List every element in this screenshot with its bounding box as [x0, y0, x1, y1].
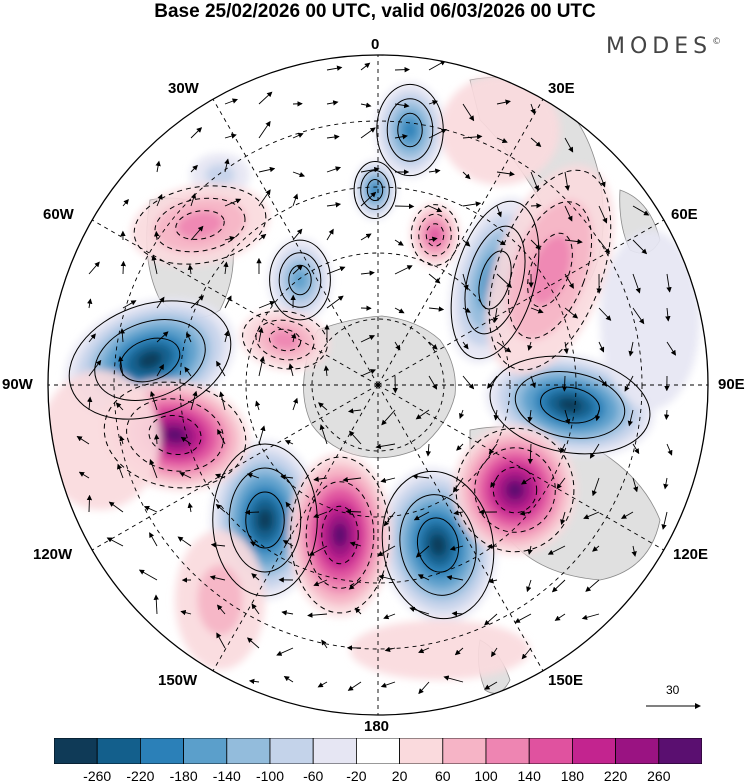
colorbar-tick-label: 20	[392, 768, 408, 784]
colorbar	[54, 738, 702, 764]
wind-arrow	[246, 512, 259, 513]
anomaly-cell	[410, 203, 460, 267]
colorbar-swatch	[54, 738, 97, 764]
colorbar-swatch	[227, 738, 270, 764]
colorbar-tick-label: 220	[604, 768, 627, 784]
colorbar-swatch	[572, 738, 615, 764]
colorbar-swatch	[313, 738, 356, 764]
colorbar-tick-label: 60	[435, 768, 451, 784]
lon-label-90e: 90E	[718, 376, 745, 393]
anomaly-cell	[353, 160, 397, 220]
anomaly-cell	[375, 82, 445, 178]
anomaly-cell	[600, 230, 700, 410]
colorbar-tick-label: -140	[213, 768, 241, 784]
anomaly-band	[600, 230, 700, 410]
colorbar-tick-label: -260	[83, 768, 111, 784]
wind-arrow	[346, 511, 361, 512]
anomaly-band	[205, 164, 235, 186]
lon-label-180: 180	[364, 718, 389, 735]
lon-label-60w: 60W	[43, 206, 74, 223]
anomaly-cell	[453, 425, 577, 555]
lon-label-90w: 90W	[2, 376, 33, 393]
lon-label-30e: 30E	[548, 80, 575, 97]
colorbar-swatch	[356, 738, 399, 764]
colorbar-tick-label: 180	[561, 768, 584, 784]
anomaly-cell	[440, 75, 560, 185]
colorbar-tick-label: -100	[256, 768, 284, 784]
colorbar-tick-label: -180	[170, 768, 198, 784]
anomaly-band	[198, 565, 243, 635]
colorbar-swatch	[486, 738, 529, 764]
anomaly-cell	[40, 370, 160, 510]
wind-arrow	[395, 69, 409, 70]
colorbar-swatch	[140, 738, 183, 764]
lon-label-120e: 120E	[673, 546, 708, 563]
colorbar-tick-label: 260	[647, 768, 670, 784]
anomaly-band	[429, 227, 442, 243]
wind-arrow	[531, 205, 541, 206]
anomaly-band	[350, 620, 530, 680]
colorbar-swatch	[616, 738, 659, 764]
colorbar-swatch	[443, 738, 486, 764]
colorbar-swatch	[529, 738, 572, 764]
anomaly-cell	[175, 530, 265, 670]
anomaly-band	[40, 370, 160, 510]
wind-arrow	[156, 435, 157, 444]
anomaly-cell	[288, 453, 392, 617]
colorbar-tick-label: -220	[126, 768, 154, 784]
colorbar-swatch	[659, 738, 702, 764]
lon-label-30w: 30W	[168, 80, 199, 97]
vector-reference-arrow	[640, 683, 710, 713]
colorbar-swatch	[400, 738, 443, 764]
lon-label-150e: 150E	[548, 672, 583, 689]
wind-arrow	[564, 376, 565, 391]
lon-label-0: 0	[371, 36, 379, 53]
colorbar-swatch	[270, 738, 313, 764]
colorbar-swatch	[97, 738, 140, 764]
colorbar-tick-label: -60	[303, 768, 323, 784]
colorbar-tick-label: 140	[518, 768, 541, 784]
colorbar-swatch	[184, 738, 227, 764]
anomaly-band	[506, 481, 524, 500]
wind-arrow	[89, 496, 90, 512]
anomaly-band	[440, 75, 560, 185]
wind-arrow	[453, 613, 463, 614]
anomaly-cell	[350, 620, 530, 680]
lon-label-120w: 120W	[33, 546, 72, 563]
lon-label-150w: 150W	[158, 672, 197, 689]
anomaly-band	[257, 509, 273, 532]
lon-label-60e: 60E	[671, 206, 698, 223]
colorbar-tick-label: 100	[474, 768, 497, 784]
anomaly-band	[333, 523, 348, 546]
colorbar-tick-label: -20	[346, 768, 366, 784]
